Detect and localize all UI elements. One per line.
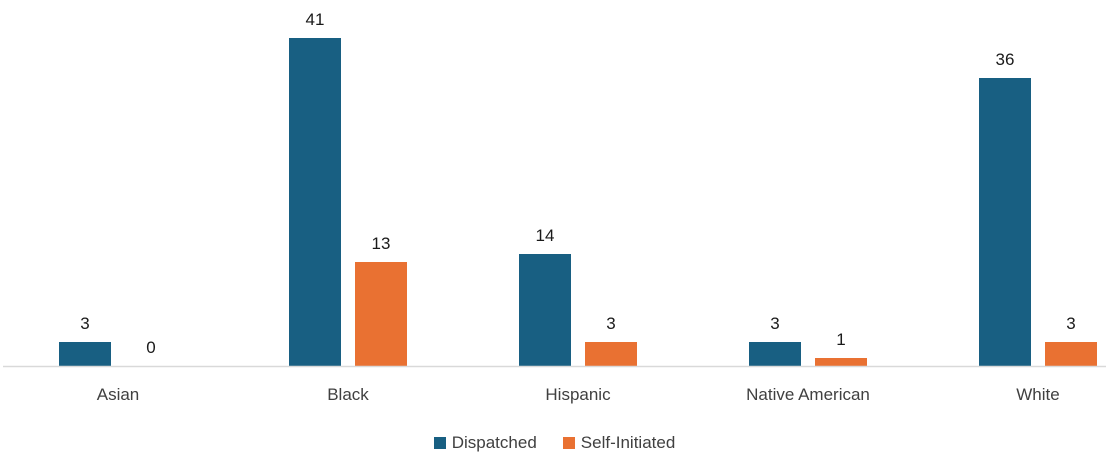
- bar-dispatched-black: [289, 38, 341, 366]
- x-tick-label-black: Black: [327, 385, 369, 404]
- x-tick-label-hispanic: Hispanic: [545, 385, 611, 404]
- bar-dispatched-native-american: [749, 342, 801, 366]
- legend-label-dispatched: Dispatched: [451, 433, 537, 452]
- data-label-dispatched-hispanic: 14: [536, 226, 555, 245]
- x-tick-label-native-american: Native American: [746, 385, 870, 404]
- data-labels-layer: 3 0 41 13 14 3 3 1 36 3: [80, 10, 1075, 357]
- data-label-self-initiated-asian: 0: [146, 338, 155, 357]
- bar-self-initiated-hispanic: [585, 342, 637, 366]
- bar-self-initiated-white: [1045, 342, 1097, 366]
- data-label-self-initiated-black: 13: [372, 234, 391, 253]
- data-label-self-initiated-native-american: 1: [836, 330, 845, 349]
- legend-item-self-initiated: Self-Initiated: [562, 433, 676, 453]
- data-label-dispatched-native-american: 3: [770, 314, 779, 333]
- legend-swatch-self-initiated: [562, 437, 575, 449]
- data-label-self-initiated-hispanic: 3: [606, 314, 615, 333]
- data-label-self-initiated-white: 3: [1066, 314, 1075, 333]
- bars-layer: [59, 38, 1097, 366]
- data-label-dispatched-asian: 3: [80, 314, 89, 333]
- bar-dispatched-white: [979, 78, 1031, 366]
- legend-label-self-initiated: Self-Initiated: [580, 433, 676, 452]
- x-tick-label-white: White: [1016, 385, 1059, 404]
- data-label-dispatched-black: 41: [306, 10, 325, 29]
- bar-self-initiated-native-american: [815, 358, 867, 366]
- data-label-dispatched-white: 36: [996, 50, 1015, 69]
- legend-swatch-dispatched: [433, 437, 446, 449]
- x-tick-label-asian: Asian: [97, 385, 140, 404]
- x-tick-labels: Asian Black Hispanic Native American White: [97, 385, 1060, 404]
- legend-item-dispatched: Dispatched: [433, 433, 537, 453]
- bar-self-initiated-black: [355, 262, 407, 366]
- legend: Dispatched Self-Initiated: [0, 433, 1109, 453]
- bar-dispatched-asian: [59, 342, 111, 366]
- bar-dispatched-hispanic: [519, 254, 571, 366]
